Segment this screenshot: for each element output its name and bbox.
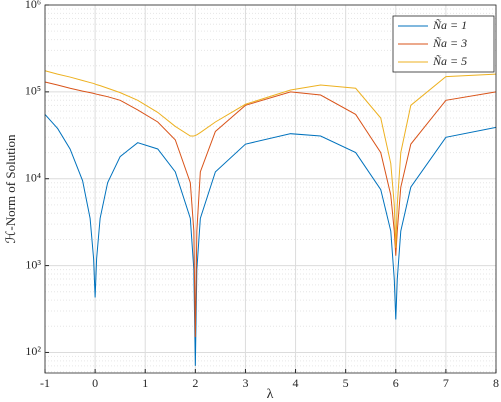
y-tick-label: 10⁵: [25, 84, 41, 98]
x-tick-label: -1: [40, 376, 50, 390]
series-line: [44, 114, 497, 366]
x-tick-label: 3: [242, 376, 248, 390]
x-tick-label: 2: [192, 376, 198, 390]
series-line: [44, 70, 497, 248]
y-tick-label: 10²: [25, 344, 41, 358]
y-tick-label: 10⁴: [25, 170, 41, 184]
x-axis-label: λ: [267, 387, 274, 402]
x-tick-label: 1: [142, 376, 148, 390]
x-tick-label: 5: [343, 376, 349, 390]
y-tick-label: 10⁶: [25, 0, 41, 11]
y-tick-label: 10³: [25, 257, 41, 271]
legend-label: Ña = 5: [432, 54, 467, 68]
x-tick-label: 0: [92, 376, 98, 390]
axes-box: [44, 4, 497, 374]
x-tick-label: 7: [443, 376, 449, 390]
legend-label: Ña = 3: [432, 36, 467, 50]
x-tick-label: 8: [493, 376, 499, 390]
y-axis-label: ℋ-Norm of Solution: [3, 134, 18, 243]
x-tick-label: 6: [393, 376, 399, 390]
x-tick-label: 4: [293, 376, 299, 390]
legend-label: Ña = 1: [432, 18, 467, 32]
